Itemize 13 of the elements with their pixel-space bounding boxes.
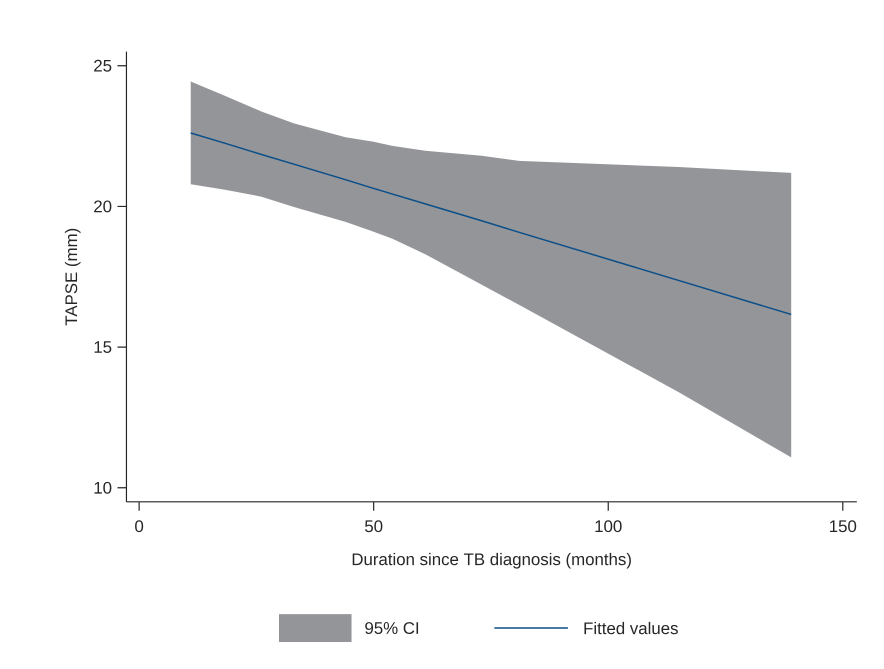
x-tick-label: 50 [364,520,382,532]
x-tick-label: 100 [595,520,622,532]
x-axis-title: Duration since TB diagnosis (months) [352,552,631,569]
text: 95% CI [365,622,418,634]
legend-label: Fitted values [584,622,678,634]
y-tick-label: 25 [94,60,112,72]
x-tick-label: 150 [830,520,856,532]
x-tick-label: 0 [135,520,144,532]
y-tick-label: 15 [94,341,112,354]
line-series [190,132,792,316]
y-tick-label: 20 [94,200,112,212]
y-tick-label: 10 [94,482,112,494]
y-axis-title: TAPSE (mm) [64,228,81,326]
